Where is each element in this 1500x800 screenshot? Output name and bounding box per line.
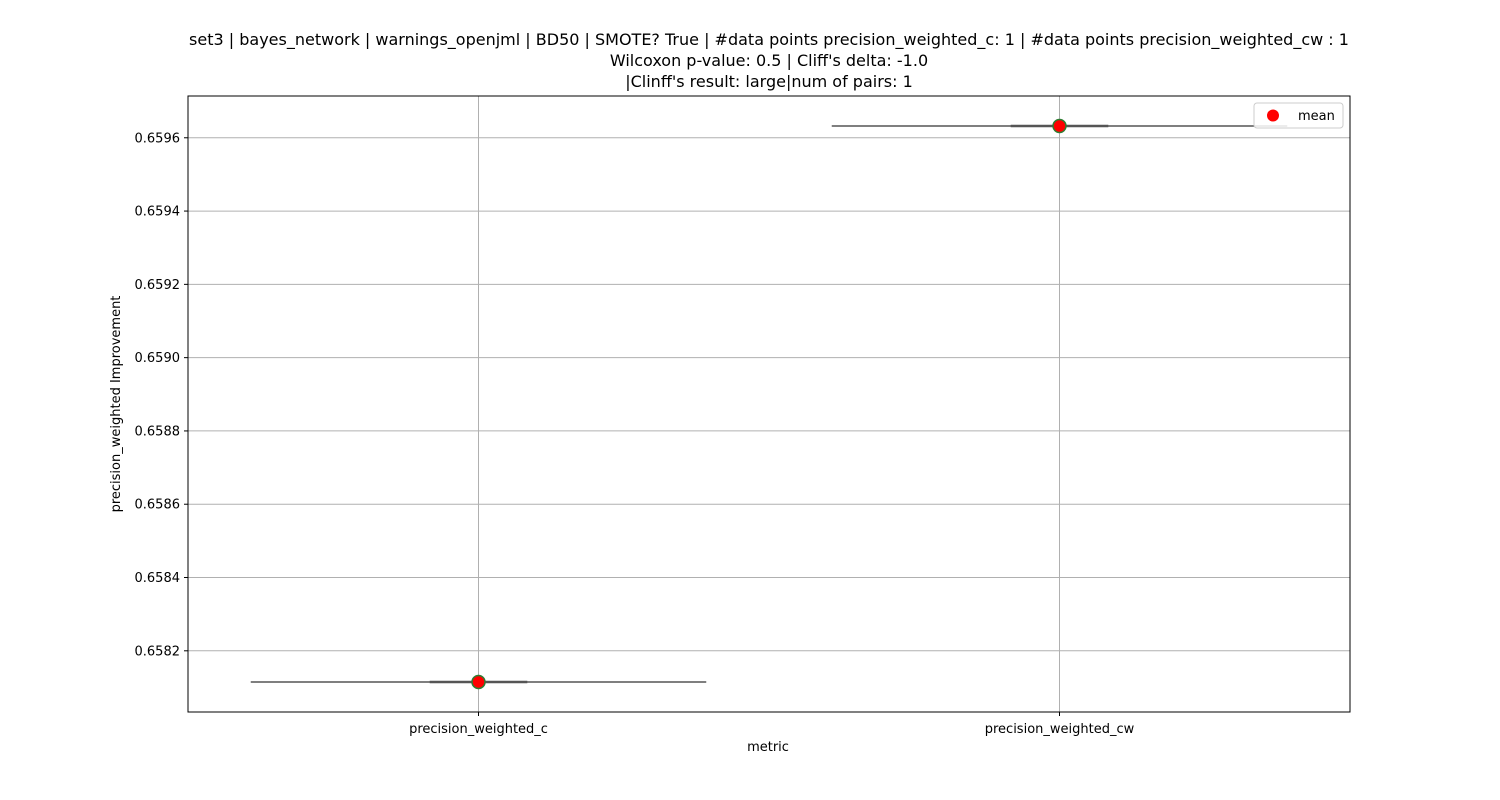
chart-title-line-1: set3 | bayes_network | warnings_openjml … <box>189 30 1349 49</box>
x-tick-label: precision_weighted_cw <box>985 722 1135 737</box>
x-tick-label: precision_weighted_c <box>409 722 548 737</box>
y-tick-label: 0.6594 <box>135 205 181 220</box>
axis-layer: 0.6582 0.6584 0.6586 0.6588 0.6590 0.6592 0.65… <box>135 131 1135 737</box>
y-tick-label: 0.6586 <box>135 498 181 513</box>
legend-mean-marker-icon <box>1267 109 1279 122</box>
chart-title-line-2: Wilcoxon p-value: 0.5 | Cliff's delta: -… <box>609 51 929 70</box>
y-tick-label: 0.6584 <box>135 571 181 586</box>
legend-frame <box>1253 102 1344 129</box>
legend-label-mean: mean <box>1298 109 1335 124</box>
x-axis-label: metric <box>747 740 789 755</box>
plot-area-frame <box>187 95 1351 713</box>
y-tick-label: 0.6596 <box>135 131 181 146</box>
legend: mean <box>1253 102 1344 129</box>
data-layer <box>250 118 1288 690</box>
y-tick-label: 0.6582 <box>135 644 181 659</box>
y-tick-label: 0.6590 <box>135 351 181 366</box>
y-axis-label: precision_weighted Improvement <box>109 296 124 513</box>
y-tick-label: 0.6588 <box>135 424 181 439</box>
chart-title-line-3: |Clinff's result: large|num of pairs: 1 <box>625 72 913 91</box>
grid-layer <box>188 96 1350 712</box>
mean-marker <box>471 674 486 690</box>
y-tick-label: 0.6592 <box>135 278 181 293</box>
mean-marker <box>1052 118 1067 134</box>
